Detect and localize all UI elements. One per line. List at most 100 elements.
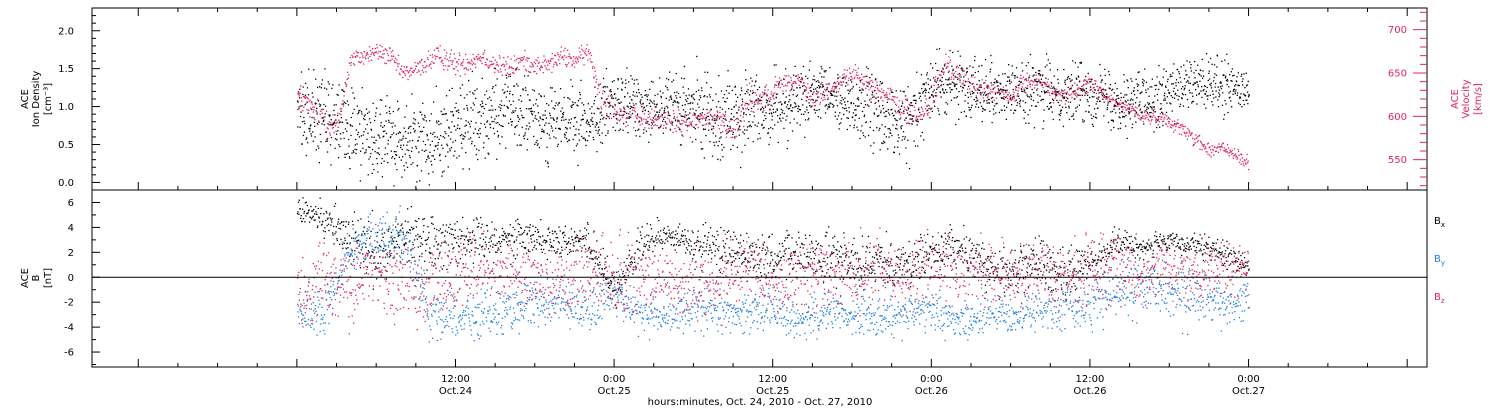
data-point	[1237, 84, 1239, 86]
data-point	[378, 50, 380, 53]
data-point	[566, 127, 568, 129]
data-point	[514, 110, 516, 112]
data-point	[302, 95, 304, 98]
data-point	[1206, 98, 1209, 100]
data-point	[990, 54, 992, 57]
data-point	[936, 69, 938, 72]
data-point	[1033, 74, 1035, 76]
data-point	[682, 115, 684, 118]
data-point	[799, 109, 802, 111]
data-point	[1108, 95, 1110, 98]
data-point	[768, 143, 770, 146]
data-point	[808, 87, 810, 89]
data-point	[352, 237, 355, 240]
data-point	[433, 245, 435, 247]
data-point	[1146, 108, 1148, 111]
data-point	[446, 52, 448, 54]
data-point	[564, 136, 566, 138]
data-point	[1057, 82, 1060, 84]
data-point	[1001, 89, 1003, 91]
data-point	[336, 239, 338, 242]
data-point	[524, 134, 526, 136]
data-point	[448, 65, 450, 67]
data-point	[749, 99, 751, 101]
data-point	[1029, 86, 1031, 88]
data-point	[727, 131, 730, 133]
data-point	[1043, 109, 1045, 111]
data-point	[760, 109, 762, 111]
data-point	[557, 127, 560, 130]
data-point	[441, 175, 443, 177]
data-point	[604, 124, 606, 126]
data-point	[543, 131, 545, 133]
data-point	[948, 70, 951, 72]
data-point	[1036, 89, 1038, 91]
data-point	[652, 102, 654, 104]
data-point	[474, 90, 476, 92]
data-point	[1100, 87, 1102, 89]
data-point	[756, 101, 758, 103]
data-point	[887, 109, 889, 111]
data-point	[363, 115, 365, 117]
data-point	[1059, 99, 1061, 101]
data-point	[1223, 74, 1225, 76]
data-point	[770, 104, 772, 106]
data-point	[327, 128, 329, 130]
data-point	[741, 98, 743, 100]
data-point	[965, 115, 967, 117]
data-point	[400, 229, 402, 231]
data-point	[601, 132, 603, 134]
data-point	[1183, 131, 1185, 133]
data-point	[638, 92, 640, 94]
data-point	[1106, 107, 1109, 109]
data-point	[492, 86, 494, 88]
data-point	[1057, 91, 1059, 94]
data-point	[503, 65, 505, 68]
data-point	[554, 55, 557, 57]
data-point	[957, 50, 959, 52]
data-point	[1168, 92, 1171, 94]
data-point	[1132, 90, 1135, 93]
data-point	[1229, 96, 1231, 98]
data-point	[333, 225, 335, 228]
data-point	[996, 85, 999, 87]
data-point	[394, 247, 396, 249]
data-point	[1170, 127, 1173, 129]
data-point	[385, 62, 387, 65]
data-point	[730, 113, 733, 115]
data-point	[564, 126, 567, 129]
data-point	[605, 67, 608, 70]
data-point	[425, 149, 427, 151]
data-point	[472, 102, 474, 104]
data-point	[768, 103, 770, 105]
data-point	[925, 108, 927, 110]
data-point	[853, 124, 855, 126]
data-point	[848, 92, 850, 95]
data-point	[519, 95, 522, 97]
data-point	[454, 150, 456, 152]
data-point	[613, 115, 615, 118]
data-point	[1017, 95, 1019, 97]
data-point	[1071, 115, 1073, 118]
data-point	[462, 138, 464, 140]
data-point	[671, 121, 674, 123]
data-point	[335, 226, 337, 228]
data-point	[1158, 118, 1160, 120]
data-point	[673, 117, 675, 119]
data-point	[326, 88, 328, 90]
data-point	[485, 61, 487, 64]
data-point	[641, 106, 643, 108]
data-point	[418, 136, 420, 138]
data-point	[480, 60, 482, 62]
data-point	[1185, 132, 1187, 134]
data-point	[828, 105, 830, 107]
data-point	[926, 72, 928, 74]
data-point	[1202, 90, 1204, 92]
data-point	[336, 93, 338, 96]
data-point	[861, 110, 864, 113]
data-point	[741, 103, 743, 105]
data-point	[1242, 99, 1244, 102]
data-point	[794, 65, 796, 67]
data-point	[577, 58, 579, 61]
data-point	[1093, 86, 1095, 88]
